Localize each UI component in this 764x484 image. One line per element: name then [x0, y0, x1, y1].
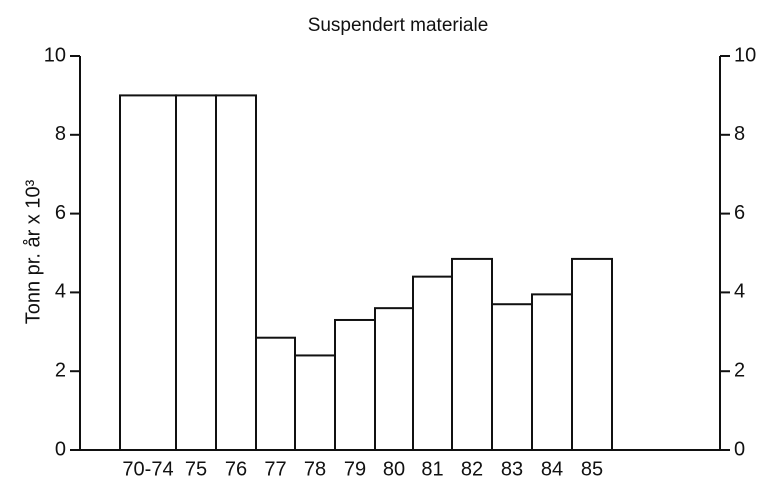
y2-tick-label: 0	[734, 438, 745, 460]
y-tick-label: 8	[55, 123, 66, 145]
y2-tick-label: 8	[734, 123, 745, 145]
y2-tick-label: 2	[734, 359, 745, 381]
y2-tick-label: 4	[734, 281, 745, 303]
x-tick-label: 85	[581, 458, 603, 480]
y-tick-label: 6	[55, 202, 66, 224]
bar	[571, 257, 613, 451]
x-tick-label: 79	[344, 458, 366, 480]
bar	[451, 257, 493, 451]
bar	[175, 94, 217, 452]
x-tick-label: 76	[225, 458, 247, 480]
bar	[374, 307, 414, 451]
bar	[215, 94, 257, 452]
x-tick-label: 77	[264, 458, 286, 480]
chart-title: Suspendert materiale	[308, 15, 489, 36]
bar	[491, 303, 533, 451]
bar	[294, 354, 336, 451]
x-tick-label: 80	[383, 458, 405, 480]
y2-tick-label: 6	[734, 202, 745, 224]
x-tick-label: 82	[461, 458, 483, 480]
y-tick-label: 4	[55, 281, 66, 303]
bar	[255, 336, 296, 451]
x-tick-label: 83	[501, 458, 523, 480]
y-axis-label: Tonn pr. år x 10³	[22, 179, 44, 324]
x-tick-label: 84	[541, 458, 563, 480]
y-tick-label: 0	[55, 438, 66, 460]
bar	[412, 275, 453, 452]
x-tick-label: 81	[421, 458, 443, 480]
bar	[531, 293, 573, 451]
x-tick-label: 75	[185, 458, 207, 480]
bar	[119, 94, 177, 452]
y-tick-label: 2	[55, 359, 66, 381]
y2-tick-label: 10	[734, 44, 756, 66]
x-tick-label: 70-74	[122, 458, 173, 480]
y-tick-label: 10	[44, 44, 66, 66]
bar	[334, 318, 376, 452]
x-tick-label: 78	[304, 458, 326, 480]
